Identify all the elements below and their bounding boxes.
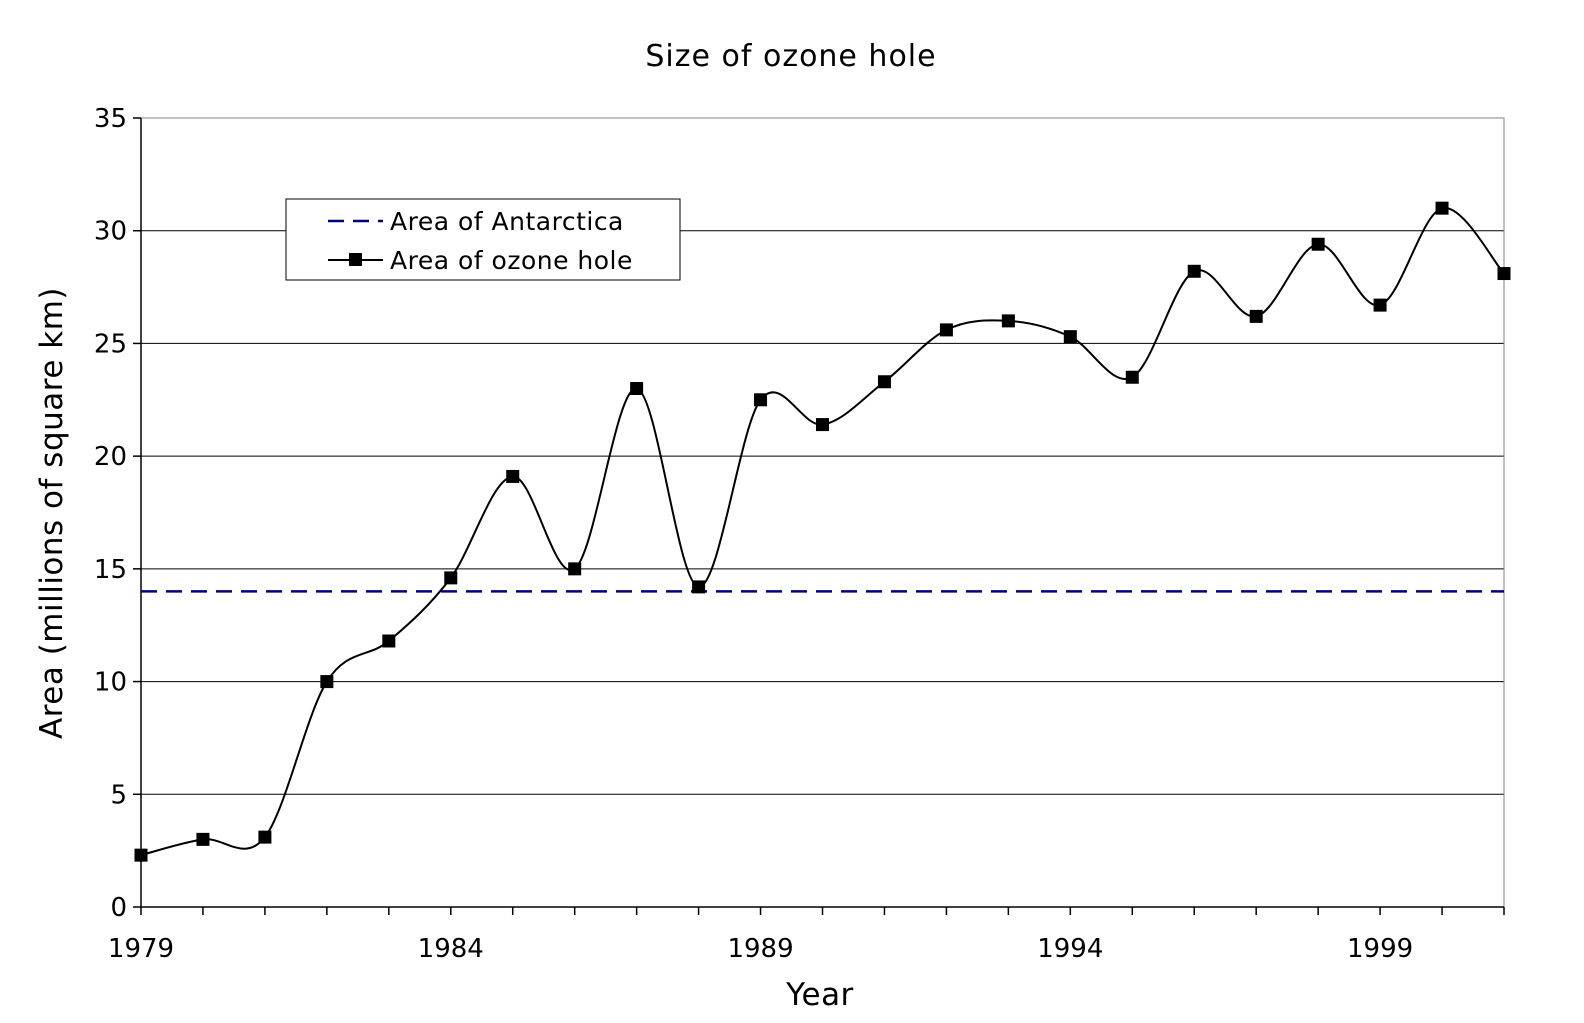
ozone-point-1988 <box>692 580 706 594</box>
ozone-point-1995 <box>1125 370 1139 384</box>
x-tick-label-1979: 1979 <box>108 934 174 964</box>
legend-marker-ozone <box>349 253 362 266</box>
x-tick-label-1984: 1984 <box>418 934 484 964</box>
y-tick-label-0: 0 <box>110 893 127 923</box>
ozone-point-1986 <box>568 562 582 576</box>
legend: Area of Antarctica Area of ozone hole <box>285 198 681 281</box>
y-tick-label-20: 20 <box>94 442 127 472</box>
series <box>134 201 1511 862</box>
ozone-point-1979 <box>134 848 148 862</box>
y-tick-label-25: 25 <box>94 329 127 359</box>
ozone-point-1981 <box>258 830 272 844</box>
ozone-point-1996 <box>1187 264 1201 278</box>
ozone-point-1999 <box>1373 298 1387 312</box>
legend-label-ozone: Area of ozone hole <box>390 246 633 275</box>
y-tick-label-35: 35 <box>94 104 127 134</box>
gridlines <box>141 230 1504 795</box>
series-ozone-line <box>140 207 1505 857</box>
x-tick-label-1994: 1994 <box>1037 934 1103 964</box>
ozone-point-1984 <box>444 571 458 585</box>
ozone-point-1991 <box>877 375 891 389</box>
tick-labels: 0 5 10 15 20 25 30 35 1979 1984 1989 1994 1999 <box>94 104 1413 964</box>
legend-label-antarctica: Area of Antarctica <box>390 207 624 236</box>
ozone-point-1990 <box>816 418 829 432</box>
ozone-point-1994 <box>1063 330 1077 344</box>
ozone-point-1985 <box>506 469 520 483</box>
ozone-point-1983 <box>382 634 396 648</box>
x-axis-title: Year <box>785 977 854 1013</box>
chart-title: Size of ozone hole <box>645 39 936 74</box>
ozone-point-1980 <box>196 832 210 846</box>
y-tick-label-10: 10 <box>94 668 127 698</box>
y-tick-label-15: 15 <box>94 555 127 585</box>
ozone-point-2000 <box>1435 201 1449 215</box>
ozone-point-1997 <box>1249 309 1263 323</box>
y-axis-title: Area (millions of square km) <box>34 287 70 739</box>
ozone-point-1987 <box>630 382 644 396</box>
y-tick-label-5: 5 <box>110 780 127 810</box>
ozone-point-2001 <box>1497 267 1511 281</box>
x-tick-label-1999: 1999 <box>1347 934 1413 964</box>
axes <box>133 117 1505 915</box>
x-tick-label-1989: 1989 <box>727 934 793 964</box>
ozone-point-1993 <box>1001 314 1015 328</box>
ozone-point-1992 <box>939 323 953 337</box>
y-tick-label-30: 30 <box>94 217 127 247</box>
ozone-point-1982 <box>320 675 334 689</box>
ozone-point-1998 <box>1311 237 1325 251</box>
ozone-point-1989 <box>754 393 768 407</box>
legend-box <box>285 198 681 281</box>
